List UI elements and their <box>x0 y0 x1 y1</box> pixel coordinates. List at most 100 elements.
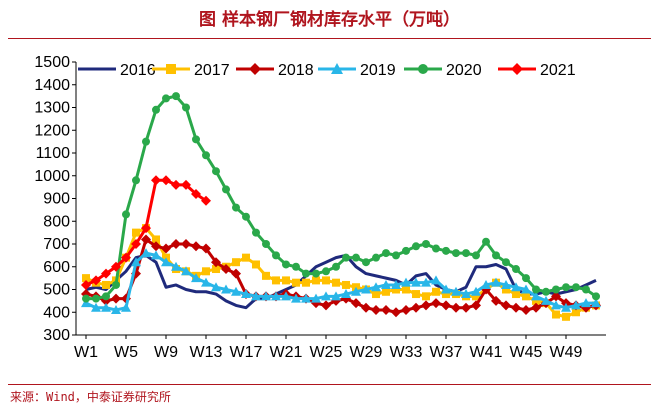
data-point-2019 <box>341 289 351 299</box>
legend-marker <box>418 64 428 74</box>
legend-item-2021: 2021 <box>498 62 576 79</box>
data-point-2020 <box>462 249 470 258</box>
data-point-2021 <box>151 175 161 186</box>
data-point-2021 <box>111 261 121 272</box>
data-point-2021 <box>181 179 191 190</box>
data-point-2019 <box>101 302 111 312</box>
series-2021 <box>81 175 211 290</box>
data-point-2017 <box>472 292 480 301</box>
data-point-2020 <box>302 269 310 278</box>
data-point-2017 <box>282 276 290 285</box>
data-point-2018 <box>491 295 501 306</box>
data-point-2020 <box>102 292 110 301</box>
data-point-2019 <box>361 284 371 294</box>
data-point-2017 <box>342 280 350 289</box>
x-tick-label: W13 <box>190 344 223 361</box>
data-point-2017 <box>252 260 260 269</box>
data-point-2018 <box>501 300 511 311</box>
data-point-2019 <box>551 300 561 310</box>
data-point-2019 <box>411 277 421 287</box>
legend-item-2016: 2016 <box>78 62 156 79</box>
data-point-2018 <box>231 268 241 279</box>
series-line-2019 <box>85 251 596 312</box>
data-point-2020 <box>282 260 290 269</box>
data-point-2020 <box>92 294 100 303</box>
data-point-2018 <box>381 304 391 315</box>
data-point-2019 <box>141 248 151 258</box>
y-tick-label: 800 <box>43 213 70 230</box>
legend-label: 2019 <box>360 62 396 79</box>
data-point-2020 <box>242 212 250 221</box>
legend-label: 2018 <box>278 62 314 79</box>
legend-label: 2016 <box>120 62 156 79</box>
data-point-2019 <box>381 279 391 289</box>
x-tick-label: W17 <box>230 344 263 361</box>
data-point-2020 <box>452 249 460 258</box>
data-point-2020 <box>522 274 530 283</box>
data-point-2019 <box>511 282 521 292</box>
series-2019 <box>81 248 601 314</box>
data-point-2018 <box>171 239 181 249</box>
data-point-2017 <box>242 253 250 262</box>
data-point-2020 <box>252 228 260 237</box>
data-point-2018 <box>111 293 121 304</box>
data-point-2017 <box>522 292 530 301</box>
data-point-2017 <box>212 265 220 274</box>
data-point-2017 <box>532 296 540 305</box>
data-point-2018 <box>211 257 221 268</box>
x-tick-label: W33 <box>390 344 423 361</box>
data-point-2020 <box>532 285 540 294</box>
data-point-2019 <box>121 302 131 312</box>
y-tick-label: 1400 <box>34 77 70 94</box>
data-point-2017 <box>442 290 450 299</box>
data-point-2019 <box>451 286 461 296</box>
x-tick-label: W25 <box>310 344 343 361</box>
data-point-2020 <box>232 203 240 212</box>
y-tick-label: 300 <box>43 327 70 344</box>
data-point-2019 <box>371 282 381 292</box>
data-point-2020 <box>142 137 150 146</box>
data-point-2020 <box>412 242 420 251</box>
y-tick-label: 1500 <box>34 54 70 71</box>
data-point-2018 <box>461 302 471 313</box>
data-point-2020 <box>582 285 590 294</box>
chart-legend: 2016 2017 2018 2019 2020 2021 <box>78 62 576 79</box>
data-point-2018 <box>451 302 461 313</box>
data-point-2019 <box>171 261 181 271</box>
data-point-2020 <box>392 251 400 260</box>
data-point-2019 <box>571 300 581 310</box>
data-point-2018 <box>411 302 421 313</box>
data-point-2019 <box>291 293 301 303</box>
data-point-2020 <box>212 167 220 176</box>
data-point-2019 <box>231 286 241 296</box>
data-point-2018 <box>521 304 531 315</box>
y-tick-label: 400 <box>43 304 70 321</box>
data-point-2020 <box>502 258 510 267</box>
x-tick-label: W37 <box>430 344 463 361</box>
data-point-2018 <box>531 302 541 313</box>
data-point-2018 <box>391 307 401 318</box>
data-point-2019 <box>161 257 171 267</box>
y-tick-label: 1100 <box>36 145 71 162</box>
y-tick-label: 1300 <box>34 100 70 117</box>
y-tick-label: 1200 <box>34 122 70 139</box>
data-point-2019 <box>321 291 331 301</box>
data-point-2018 <box>221 264 231 275</box>
data-point-2017 <box>332 278 340 287</box>
data-point-2020 <box>162 94 170 103</box>
data-point-2020 <box>432 244 440 253</box>
title-divider <box>8 38 651 39</box>
data-point-2019 <box>211 282 221 292</box>
data-point-2017 <box>202 267 210 276</box>
data-point-2020 <box>362 258 370 267</box>
data-point-2019 <box>331 291 341 301</box>
data-point-2020 <box>592 292 600 301</box>
data-point-2021 <box>91 275 101 286</box>
x-tick-label: W49 <box>550 344 583 361</box>
series-line-2016 <box>85 253 597 310</box>
data-point-2020 <box>342 253 350 262</box>
chart-title: 图 样本钢厂钢材库存水平（万吨） <box>199 10 460 30</box>
data-point-2020 <box>572 283 580 292</box>
data-point-2019 <box>431 275 441 285</box>
data-point-2017 <box>232 258 240 267</box>
